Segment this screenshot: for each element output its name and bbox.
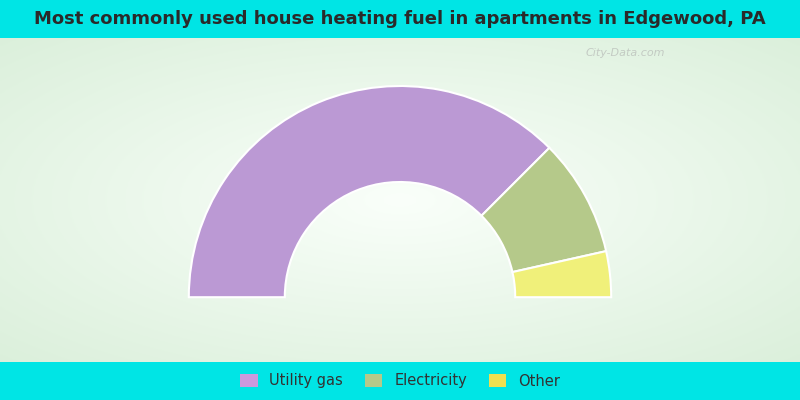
Wedge shape (189, 86, 550, 297)
Text: City-Data.com: City-Data.com (586, 48, 665, 58)
Wedge shape (513, 251, 611, 297)
Wedge shape (482, 148, 606, 272)
Text: Most commonly used house heating fuel in apartments in Edgewood, PA: Most commonly used house heating fuel in… (34, 10, 766, 28)
Legend: Utility gas, Electricity, Other: Utility gas, Electricity, Other (234, 368, 566, 394)
